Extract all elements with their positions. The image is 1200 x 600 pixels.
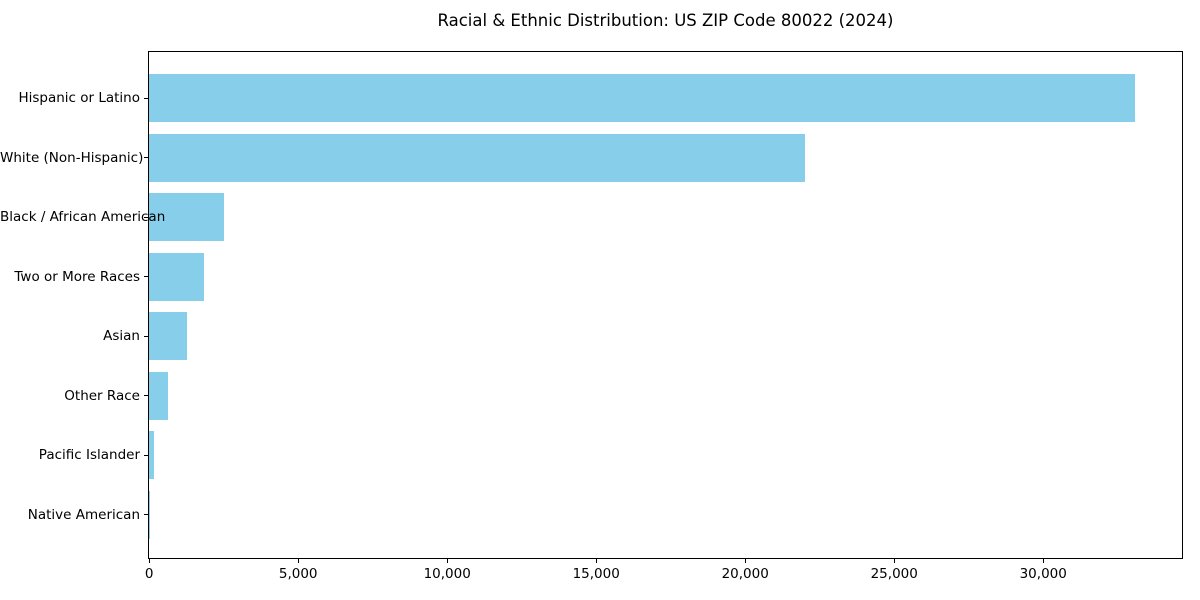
chart-title: Racial & Ethnic Distribution: US ZIP Cod…: [437, 11, 894, 30]
x-tick-mark: [893, 559, 895, 563]
bar: [149, 252, 204, 301]
y-tick-label: Hispanic or Latino: [18, 90, 140, 107]
y-tick-label: Black / African American: [0, 209, 166, 226]
bar: [149, 193, 225, 241]
y-tick-mark: [144, 335, 148, 337]
x-tick-label: 30,000: [1019, 566, 1067, 582]
bar: [149, 490, 150, 539]
y-tick-label: Asian: [103, 328, 140, 345]
y-tick-mark: [144, 216, 148, 218]
bar: [149, 312, 187, 360]
y-tick-mark: [144, 514, 148, 516]
y-tick-mark: [144, 97, 148, 99]
bar: [149, 133, 805, 182]
x-tick-label: 25,000: [870, 566, 918, 582]
y-tick-mark: [144, 276, 148, 278]
x-tick-label: 5,000: [278, 566, 318, 582]
x-tick-mark: [297, 559, 299, 563]
y-tick-label: White (Non-Hispanic): [0, 149, 144, 166]
y-tick-label: Other Race: [64, 387, 140, 404]
x-tick-mark: [446, 559, 448, 563]
y-tick-label: Two or More Races: [14, 268, 140, 285]
bar: [149, 371, 169, 420]
x-tick-label: 0: [144, 566, 154, 582]
x-tick-label: 15,000: [572, 566, 620, 582]
y-tick-label: Native American: [27, 506, 140, 523]
x-tick-mark: [1042, 559, 1044, 563]
bar: [149, 74, 1136, 122]
x-tick-mark: [744, 559, 746, 563]
x-tick-mark: [595, 559, 597, 563]
y-tick-mark: [144, 454, 148, 456]
y-tick-mark: [144, 157, 148, 159]
x-tick-mark: [148, 559, 150, 563]
y-tick-mark: [144, 395, 148, 397]
bar: [149, 431, 154, 479]
x-tick-label: 20,000: [721, 566, 769, 582]
plot-area: [148, 51, 1183, 559]
x-tick-label: 10,000: [423, 566, 471, 582]
y-tick-label: Pacific Islander: [38, 447, 140, 464]
